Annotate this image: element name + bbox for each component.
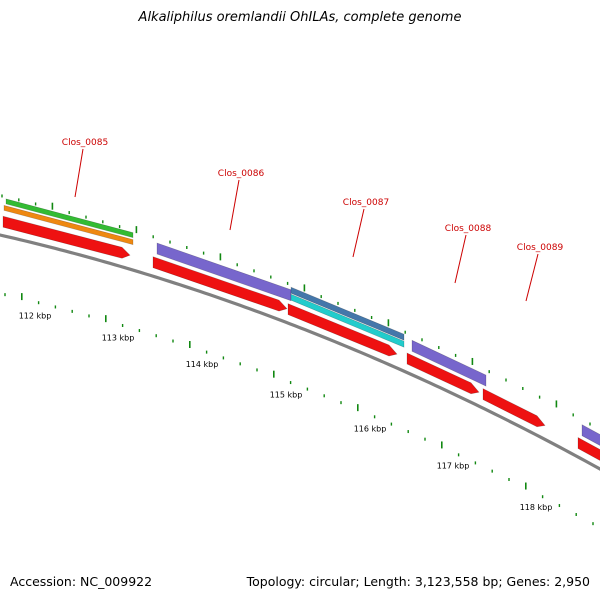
backbone-layer: [0, 233, 600, 471]
cds-feature: [577, 436, 600, 461]
genome-summary-text: Topology: circular; Length: 3,123,558 bp…: [246, 574, 590, 589]
cds-feature: [406, 352, 480, 395]
gene-label: Clos_0086: [218, 169, 265, 179]
tick-layer: [1, 194, 594, 526]
cds-feature: [2, 215, 131, 259]
feature-orange: [3, 205, 134, 245]
scale-label: 114 kbp: [186, 360, 219, 369]
gene-leader-line: [454, 234, 467, 284]
map-title: Alkaliphilus oremlandii OhILAs, complete…: [138, 10, 462, 25]
gene-leader-line: [74, 148, 84, 198]
feature-green: [5, 198, 134, 238]
cds-feature: [482, 388, 546, 428]
scale-label: 115 kbp: [270, 390, 303, 399]
accession-text: Accession: NC_009922: [10, 574, 153, 589]
gene-leader-line: [352, 208, 365, 258]
gene-leader-line: [229, 179, 240, 231]
scale-label: 117 kbp: [437, 462, 470, 471]
feature-steelblue: [290, 286, 405, 341]
feature-purple: [581, 424, 600, 446]
scale-label: 116 kbp: [354, 424, 387, 433]
feature-purple: [156, 242, 292, 302]
gene-label: Clos_0085: [62, 138, 108, 148]
feature-layer: [2, 198, 600, 461]
gene-label: Clos_0089: [517, 243, 564, 253]
feature-purple: [411, 339, 487, 387]
scale-label: 113 kbp: [102, 334, 135, 343]
label-layer: 112 kbp 113 kbp 114 kbp 115 kbp 116 kbp 117 k…: [19, 138, 564, 512]
backbone-line: [0, 233, 600, 471]
scale-label: 112 kbp: [19, 311, 52, 320]
cds-feature: [287, 303, 398, 357]
feature-cyan: [290, 293, 405, 348]
scale-label: 118 kbp: [520, 503, 553, 512]
gene-leader-line: [525, 253, 539, 302]
gene-label: Clos_0088: [445, 224, 492, 234]
cds-feature: [152, 256, 288, 312]
gene-label: Clos_0087: [343, 198, 389, 208]
